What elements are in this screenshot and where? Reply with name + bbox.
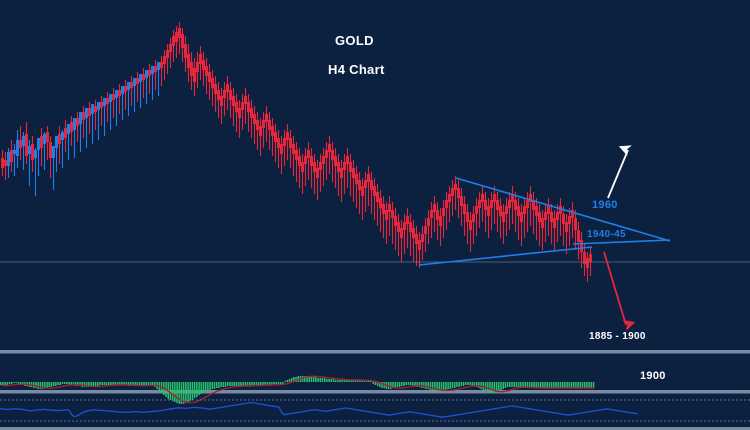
level-label: 1900	[640, 370, 666, 382]
resistance-label: 1960	[592, 199, 618, 211]
oscillator-indicator-panel	[0, 399, 750, 422]
candlestick-series	[1, 22, 592, 282]
panel-separator-group	[0, 350, 750, 430]
downside-target-label: 1885 - 1900	[589, 331, 646, 342]
chart-subtitle: H4 Chart	[328, 62, 385, 77]
chart-title: GOLD	[335, 33, 374, 48]
arrow-group	[603, 150, 628, 325]
macd-indicator-panel	[0, 375, 595, 404]
support-label: 1940-45	[587, 229, 626, 240]
trendline-group	[418, 177, 671, 266]
